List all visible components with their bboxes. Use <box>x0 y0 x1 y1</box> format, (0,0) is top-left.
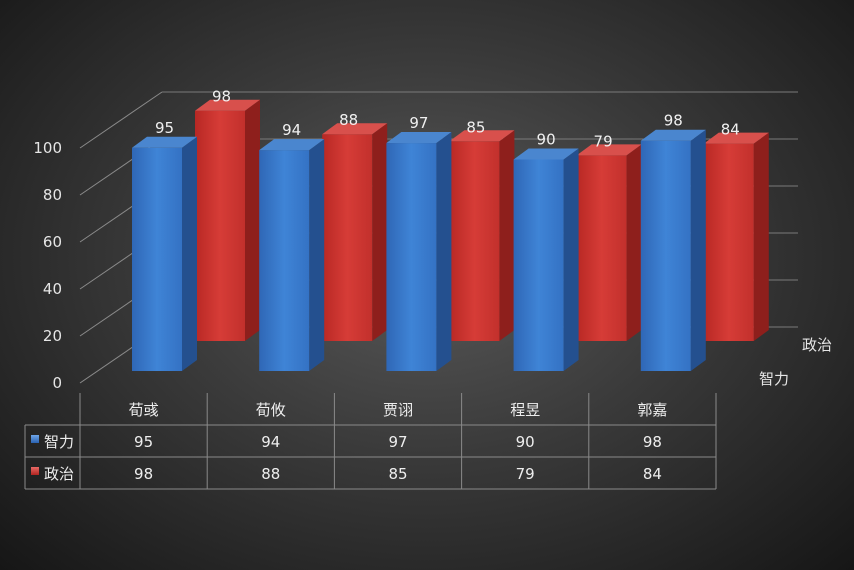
gridline-diagonal <box>79 91 163 149</box>
category-label: 贾诩 <box>383 401 413 419</box>
data-label: 97 <box>409 114 428 132</box>
series-name: 智力 <box>44 433 74 451</box>
bar-top <box>449 130 515 142</box>
bar-side <box>690 129 706 371</box>
y-tick-label: 20 <box>43 327 62 345</box>
data-label: 94 <box>282 121 301 139</box>
category-label: 程昱 <box>510 401 540 419</box>
bars <box>132 99 769 371</box>
bar-front <box>513 159 564 371</box>
bar-front <box>449 141 500 341</box>
bar-side <box>563 148 579 371</box>
bar-front <box>195 110 245 341</box>
legend-key-icon <box>31 435 39 443</box>
bar-top <box>259 139 325 151</box>
data-label: 95 <box>155 119 174 137</box>
bar-front <box>322 134 373 341</box>
data-label: 84 <box>721 121 740 139</box>
bar <box>386 132 452 371</box>
bar-side <box>309 139 325 371</box>
bar <box>195 99 260 341</box>
bar-top <box>513 148 579 160</box>
bar <box>703 132 769 341</box>
bar-front <box>259 150 310 371</box>
data-label: 90 <box>537 131 556 149</box>
category-label: 郭嘉 <box>637 401 667 419</box>
table-cell: 95 <box>134 433 153 451</box>
table-cell: 98 <box>643 433 662 451</box>
table-cell: 79 <box>516 465 535 483</box>
data-label: 98 <box>664 112 683 130</box>
bar-top <box>132 136 197 148</box>
depth-axis-label: 智力 <box>759 370 789 388</box>
table-cell: 94 <box>261 433 280 451</box>
bar-side <box>626 144 642 341</box>
data-label: 79 <box>594 132 613 150</box>
y-tick-label: 40 <box>43 280 62 298</box>
table-cell: 85 <box>388 465 407 483</box>
bar-top <box>576 144 642 156</box>
bar-top <box>703 132 769 144</box>
bar-top <box>322 123 388 135</box>
table-cell: 98 <box>134 465 153 483</box>
bar <box>449 130 515 341</box>
bar <box>576 144 642 341</box>
legend-key-icon <box>31 467 39 475</box>
bar <box>640 129 706 371</box>
bar <box>322 123 388 341</box>
bar-top <box>195 99 260 111</box>
data-label: 98 <box>212 88 231 106</box>
table-cell: 90 <box>516 433 535 451</box>
bar <box>132 136 197 371</box>
bar-front <box>132 147 182 371</box>
category-label: 荀攸 <box>256 401 286 419</box>
bar-front <box>640 140 691 371</box>
bar-front <box>576 155 627 341</box>
bar-side <box>182 136 197 371</box>
bar-front <box>703 143 754 341</box>
bar-top <box>386 132 452 144</box>
y-tick-label: 0 <box>52 374 62 392</box>
data-label: 88 <box>339 111 358 129</box>
depth-axis-label: 政治 <box>802 336 832 354</box>
y-tick-label: 60 <box>43 233 62 251</box>
bar-top <box>640 129 706 141</box>
series-name: 政治 <box>44 465 74 483</box>
bar-side <box>753 132 769 341</box>
bar-side <box>499 130 515 341</box>
table-cell: 88 <box>261 465 280 483</box>
y-tick-label: 80 <box>43 186 62 204</box>
table-cell: 97 <box>388 433 407 451</box>
y-tick-label: 100 <box>33 139 62 157</box>
data-label: 85 <box>466 118 485 136</box>
category-label: 荀彧 <box>129 401 159 419</box>
bar-front <box>386 143 437 371</box>
y-axis: 0 20 40 60 80 100 <box>33 139 62 392</box>
data-labels: 98 88 85 79 84 95 94 97 90 98 <box>155 88 740 151</box>
bar <box>513 148 579 371</box>
bar <box>259 139 325 371</box>
bar-side <box>245 99 260 341</box>
bar-side <box>436 132 452 371</box>
bar-side <box>372 123 388 341</box>
table-cell: 84 <box>643 465 662 483</box>
